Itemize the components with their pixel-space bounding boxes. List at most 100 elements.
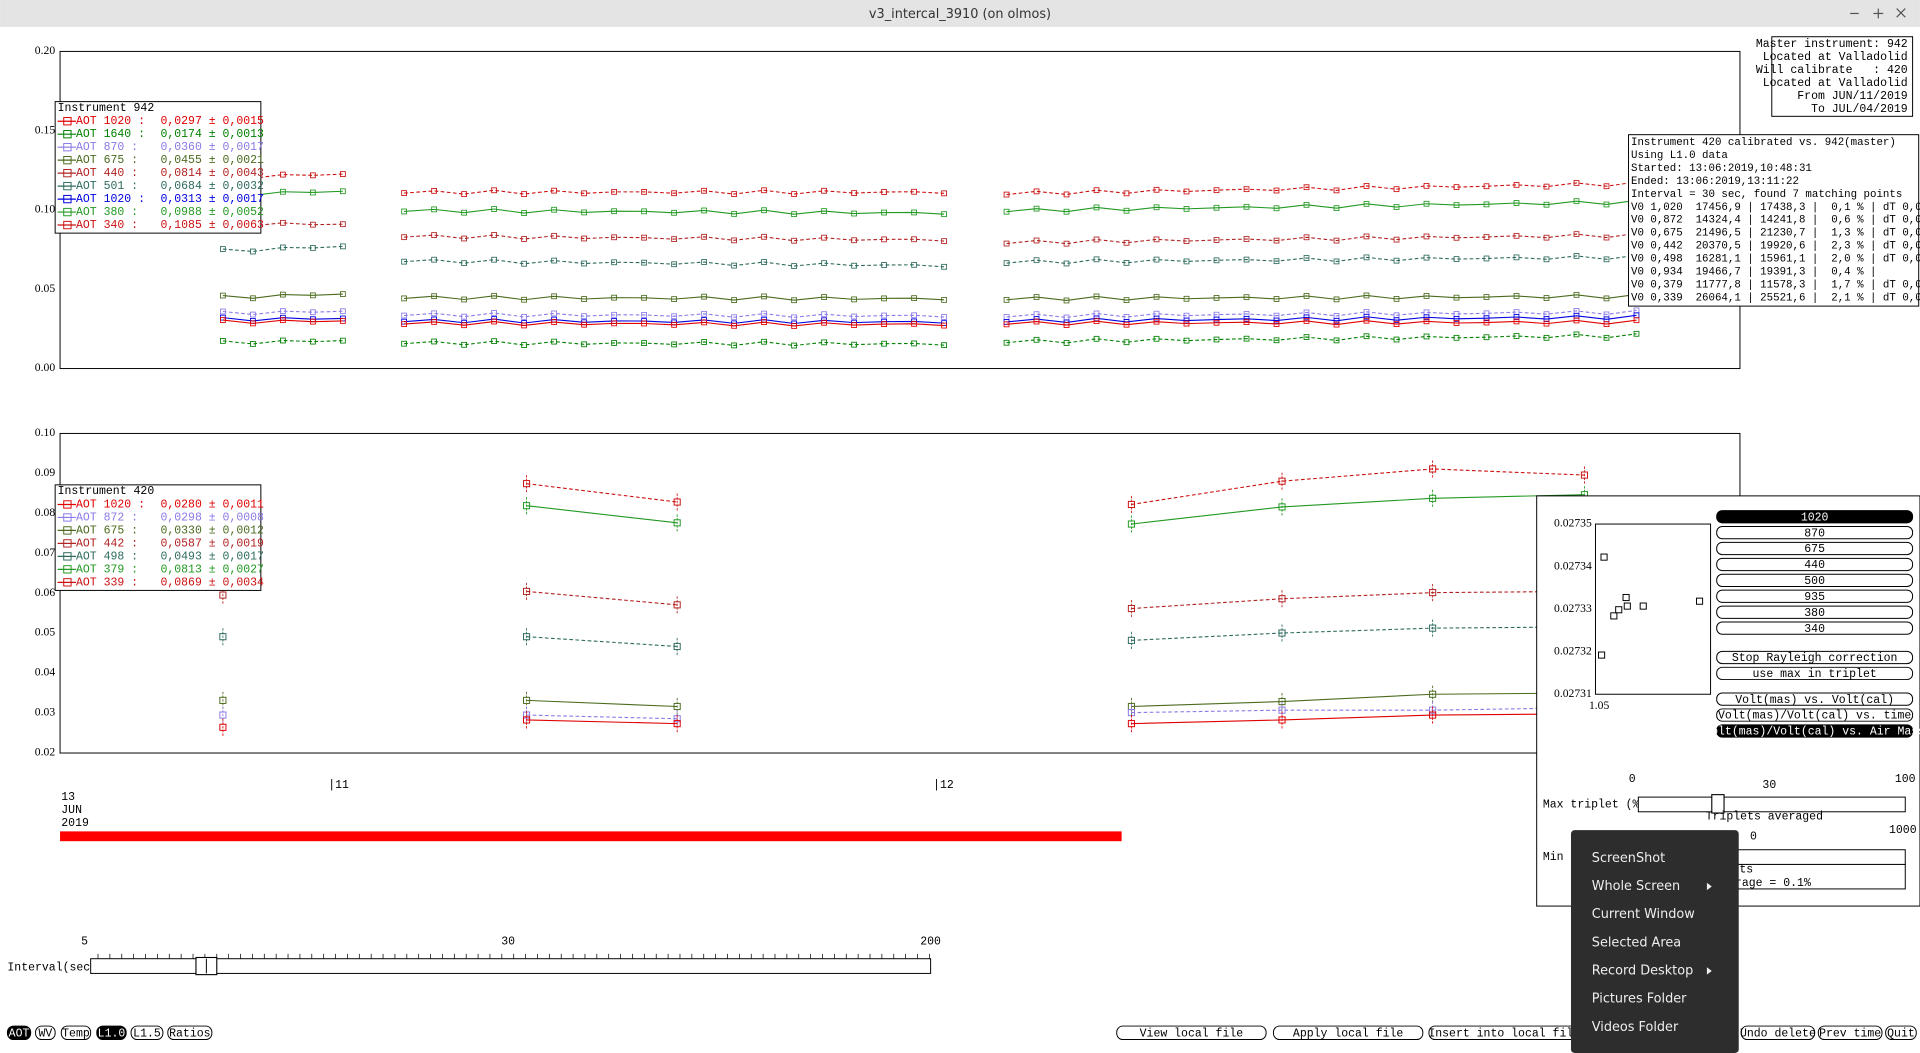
- legend-value: 0,1085 ± 0,0063: [160, 219, 264, 232]
- trace-marker: [1543, 295, 1550, 301]
- trace-marker: [1123, 239, 1130, 246]
- trace-marker: [401, 312, 407, 319]
- mini-point: [1598, 651, 1606, 659]
- trace-marker: [250, 295, 256, 302]
- button[interactable]: [1817, 1025, 1883, 1041]
- master-info-line: Located at Valladolid: [1763, 51, 1908, 64]
- trace-marker: [851, 322, 857, 328]
- button-label: 1020: [1801, 511, 1829, 524]
- trace-marker: [1273, 296, 1280, 302]
- trace-marker: [521, 236, 527, 242]
- trace-marker: [1033, 257, 1040, 264]
- submenu-arrow: [1706, 967, 1712, 975]
- button[interactable]: [35, 1025, 56, 1041]
- slider-tick-label: 1000: [1889, 824, 1917, 837]
- trace-marker: [821, 311, 827, 318]
- trace: [1006, 181, 1637, 196]
- submenu-arrow: [1706, 882, 1712, 891]
- trace-marker: [1303, 314, 1310, 321]
- slider-track[interactable]: [90, 958, 932, 974]
- trace-marker: [941, 211, 947, 218]
- trace-marker: [761, 338, 767, 345]
- trace: [1131, 707, 1585, 714]
- trace-marker: [1513, 333, 1520, 339]
- button[interactable]: [1716, 650, 1914, 665]
- button[interactable]: [1716, 526, 1914, 540]
- button[interactable]: [1716, 573, 1914, 587]
- button[interactable]: [1716, 510, 1914, 524]
- trace-marker: [641, 234, 647, 241]
- slider-track[interactable]: [1637, 796, 1906, 813]
- button[interactable]: [1716, 605, 1914, 619]
- trace-marker: [1273, 187, 1280, 194]
- mini-point: [1695, 597, 1704, 605]
- button[interactable]: [1885, 1025, 1917, 1041]
- button[interactable]: [1116, 1025, 1267, 1041]
- time-tick-label: |11: [328, 779, 349, 792]
- button[interactable]: [167, 1025, 213, 1041]
- trace-marker: [1213, 257, 1220, 264]
- button-label: Volt(mas) vs. Volt(cal): [1735, 694, 1894, 707]
- trace-marker: [791, 314, 797, 321]
- trace-marker: [611, 259, 617, 266]
- trace-marker: [1423, 293, 1430, 299]
- trace: [222, 339, 343, 345]
- legend-value: 0,0280 ± 0,0011: [160, 498, 264, 511]
- trace-marker: [1093, 335, 1100, 342]
- button[interactable]: [1716, 621, 1914, 635]
- trace: [404, 312, 945, 318]
- y-tick-label: 0.08: [35, 506, 56, 519]
- legend-label: AOT 1020 :: [76, 498, 145, 511]
- button[interactable]: [1716, 557, 1914, 572]
- trace-marker: [1363, 233, 1370, 240]
- trace-marker: [340, 337, 346, 344]
- trace-marker: [791, 191, 797, 197]
- button[interactable]: [6, 1025, 32, 1041]
- button[interactable]: [130, 1025, 164, 1041]
- master-info-line: From JUN/11/2019: [1797, 90, 1908, 103]
- button-label: Volt(mas)/Volt(cal) vs. Air Mass: [1704, 726, 1920, 739]
- window-controls[interactable]: [1850, 8, 1906, 19]
- trace-marker: [340, 291, 346, 297]
- button[interactable]: [1716, 541, 1914, 556]
- trace-marker: [611, 188, 617, 195]
- button[interactable]: [1740, 1025, 1816, 1041]
- trace-marker: [1243, 236, 1250, 242]
- trace-marker: [581, 260, 587, 267]
- trace-marker: [1483, 315, 1490, 322]
- button[interactable]: [1716, 692, 1914, 706]
- trace-marker: [761, 319, 767, 326]
- legend-marker: [63, 194, 72, 204]
- trace-marker: [911, 261, 917, 268]
- trace-marker: [671, 261, 677, 268]
- trace-marker: [491, 292, 497, 299]
- legend-label: AOT 1640 :: [76, 128, 145, 141]
- legend-marker: [63, 155, 72, 165]
- button[interactable]: [96, 1025, 127, 1041]
- y-tick-label: 0.07: [35, 546, 56, 559]
- calibration-line: Using L1.0 data: [1631, 150, 1728, 162]
- trace-marker: [220, 246, 226, 252]
- trace-marker: [461, 313, 467, 320]
- button-label: Stop Rayleigh correction: [1732, 652, 1898, 665]
- trace-marker: [1453, 294, 1460, 301]
- button[interactable]: [1716, 724, 1914, 738]
- button[interactable]: [1716, 708, 1914, 722]
- slider-thumb[interactable]: [1711, 794, 1725, 814]
- trace-marker: [941, 238, 947, 244]
- button[interactable]: [1716, 589, 1914, 603]
- trace-marker: [1483, 319, 1490, 326]
- button[interactable]: [1716, 666, 1914, 681]
- trace-marker: [401, 258, 407, 265]
- legend-label: AOT 870 :: [76, 141, 138, 154]
- trace-marker: [1213, 316, 1220, 323]
- start-date: JUN: [61, 804, 82, 817]
- button[interactable]: [60, 1025, 92, 1041]
- slider-tick-label: 200: [920, 936, 941, 949]
- trace-marker: [1483, 183, 1490, 190]
- close[interactable]: [1896, 8, 1906, 18]
- button-label: Apply local file: [1293, 1027, 1404, 1040]
- button[interactable]: [1272, 1025, 1424, 1041]
- trace-marker: [1127, 520, 1135, 528]
- trace-marker: [1033, 318, 1040, 325]
